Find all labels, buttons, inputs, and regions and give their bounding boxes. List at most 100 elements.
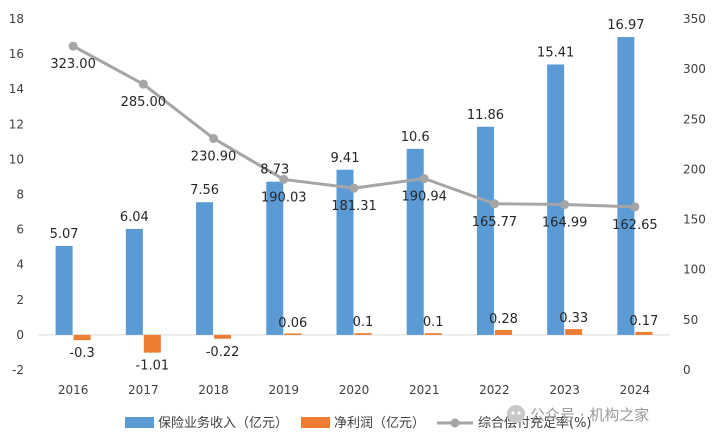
watermark: 公众号 · 机构之家	[507, 405, 649, 424]
solvency-ratio-data-label: 164.99	[542, 216, 588, 231]
revenue-data-label: 15.41	[537, 45, 574, 60]
revenue-data-label: 5.07	[50, 227, 79, 242]
legend: 保险业务收入（亿元） 净利润（亿元） 综合偿付充足率(%)	[125, 415, 592, 431]
solvency-ratio-point	[349, 183, 359, 193]
revenue-data-label: 16.97	[607, 18, 644, 33]
profit-data-label: 0.1	[353, 315, 374, 330]
legend-label-revenue: 保险业务收入（亿元）	[158, 415, 288, 431]
revenue-data-label: 10.6	[401, 130, 430, 145]
revenue-bar	[266, 181, 284, 335]
line-layer	[68, 41, 640, 212]
y-left-tick-label: 6	[16, 223, 24, 237]
x-tick-label: 2020	[339, 383, 370, 397]
solvency-ratio-point	[279, 174, 289, 184]
revenue-bar	[476, 126, 494, 335]
profit-data-label: 0.33	[559, 311, 588, 326]
profit-bar	[354, 333, 372, 335]
data-labels-layer: 5.07 6.04 7.56 8.73 9.41 10.6 11.86 15.41 16.97 -…	[50, 18, 659, 374]
solvency-ratio-point	[560, 200, 570, 210]
legend-label-ratio: 综合偿付充足率(%)	[478, 415, 592, 431]
y-right-tick-label: 150	[683, 213, 706, 227]
y-left-tick-label: 2	[16, 293, 24, 307]
x-tick-label: 2019	[269, 383, 300, 397]
legend-swatch-revenue	[125, 417, 154, 428]
bars-layer	[55, 37, 653, 353]
solvency-ratio-data-label: 165.77	[472, 215, 518, 230]
profit-bar	[73, 334, 91, 341]
y-left-tick-label: 14	[9, 82, 24, 96]
solvency-ratio-data-label: 190.03	[261, 190, 307, 205]
solvency-ratio-point	[630, 202, 640, 212]
x-tick-label: 2022	[479, 383, 510, 397]
profit-data-label: -0.3	[69, 346, 94, 361]
revenue-bar	[406, 148, 424, 335]
revenue-bar	[617, 37, 635, 335]
y-left-tick-label: -2	[12, 363, 24, 377]
profit-data-label: 0.28	[489, 312, 518, 327]
solvency-ratio-data-label: 181.31	[331, 199, 377, 214]
solvency-ratio-data-label: 162.65	[612, 218, 658, 233]
revenue-data-label: 11.86	[467, 108, 504, 123]
revenue-data-label: 9.41	[331, 151, 360, 166]
revenue-data-label: 8.73	[260, 163, 289, 178]
y-right-tick-label: 300	[683, 62, 706, 76]
y-right-tick-label: 0	[683, 363, 691, 377]
solvency-ratio-data-label: 285.00	[121, 95, 167, 110]
y-left-tick-label: 4	[16, 258, 24, 272]
solvency-ratio-point	[489, 199, 499, 209]
x-tick-label: 2018	[198, 383, 229, 397]
legend-swatch-ratio-marker	[450, 418, 460, 428]
y-left-tick-label: 18	[9, 12, 24, 26]
profit-data-label: 0.17	[629, 314, 658, 329]
y-right-tick-label: 100	[683, 263, 706, 277]
y-left-tick-label: 0	[16, 328, 24, 342]
profit-bar	[635, 331, 653, 335]
profit-bar	[143, 334, 161, 353]
x-tick-label: 2016	[58, 383, 89, 397]
y-left-tick-label: 10	[9, 152, 24, 166]
axes-layer: -2 0 2 4 6 8 10 12 14 16 18 0 50 100 150 200 250 300 350 20…	[9, 12, 706, 397]
watermark-badge: 公众号 · 机构之家	[507, 405, 649, 424]
y-right-tick-label: 50	[683, 313, 698, 327]
watermark-text: 公众号 · 机构之家	[530, 406, 649, 424]
y-right-tick-label: 350	[683, 12, 706, 26]
solvency-ratio-point	[209, 133, 219, 143]
solvency-ratio-data-label: 323.00	[50, 57, 96, 72]
wechat-icon-eye	[511, 411, 515, 415]
legend-swatch-profit	[301, 417, 330, 428]
x-tick-label: 2017	[128, 383, 159, 397]
solvency-ratio-point	[138, 79, 148, 89]
y-left-tick-label: 16	[9, 47, 24, 61]
profit-bar	[424, 333, 442, 335]
y-right-tick-label: 250	[683, 112, 706, 126]
profit-bar	[284, 333, 302, 335]
revenue-data-label: 7.56	[190, 183, 219, 198]
profit-data-label: -1.01	[136, 359, 170, 374]
profit-data-label: 0.1	[423, 315, 444, 330]
y-left-tick-label: 12	[9, 117, 24, 131]
revenue-bar	[196, 202, 214, 335]
profit-data-label: 0.06	[278, 316, 307, 331]
solvency-ratio-data-label: 230.90	[191, 149, 237, 164]
wechat-icon-eye	[517, 411, 521, 415]
solvency-ratio-point	[419, 174, 429, 184]
solvency-ratio-data-label: 190.94	[401, 190, 447, 205]
x-tick-label: 2021	[409, 383, 440, 397]
revenue-data-label: 6.04	[120, 210, 149, 225]
wechat-icon	[507, 405, 525, 423]
x-tick-label: 2023	[549, 383, 580, 397]
y-right-tick-label: 200	[683, 162, 706, 176]
profit-bar	[214, 334, 232, 339]
profit-data-label: -0.22	[206, 345, 240, 360]
revenue-bar	[55, 245, 73, 335]
legend-label-profit: 净利润（亿元）	[334, 416, 425, 431]
x-tick-label: 2024	[620, 383, 651, 397]
profit-bar	[565, 329, 583, 335]
revenue-bar	[125, 228, 143, 335]
revenue-bar	[547, 64, 565, 335]
solvency-ratio-point	[68, 41, 78, 51]
y-left-tick-label: 8	[16, 188, 24, 202]
profit-bar	[494, 329, 512, 335]
revenue-bar	[336, 169, 354, 335]
